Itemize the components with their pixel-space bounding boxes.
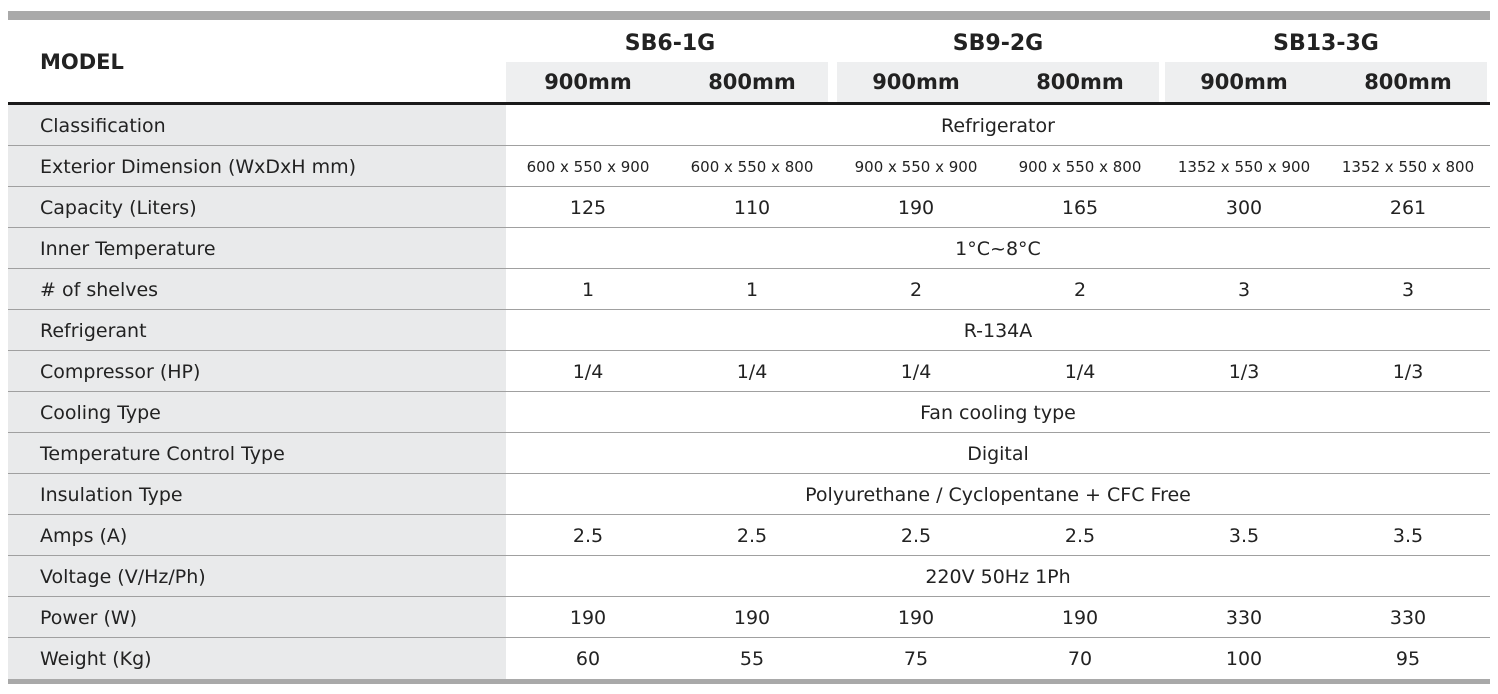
cell: 3.5 bbox=[1392, 524, 1424, 547]
row-rule bbox=[8, 186, 1490, 187]
merged-cell: 1°C~8°C bbox=[955, 237, 1041, 260]
row-label: Temperature Control Type bbox=[40, 442, 285, 465]
merged-cell: Fan cooling type bbox=[920, 401, 1076, 424]
cell: 1/3 bbox=[1228, 360, 1260, 383]
size-label: 800mm bbox=[1364, 70, 1452, 94]
row-rule bbox=[8, 268, 1490, 269]
cell: 3 bbox=[1401, 278, 1415, 301]
size-label: 800mm bbox=[1036, 70, 1124, 94]
cell: 1/3 bbox=[1392, 360, 1424, 383]
model-name: SB13-3G bbox=[1273, 30, 1379, 56]
row-label: Inner Temperature bbox=[40, 237, 216, 260]
cell: 300 bbox=[1225, 196, 1263, 219]
row-rule bbox=[8, 350, 1490, 351]
size-label: 900mm bbox=[872, 70, 960, 94]
cell: 600 x 550 x 900 bbox=[526, 157, 650, 176]
size-bg bbox=[1165, 62, 1487, 102]
cell: 190 bbox=[733, 606, 771, 629]
row-label: # of shelves bbox=[40, 278, 159, 301]
row-rule bbox=[8, 473, 1490, 474]
cell: 1/4 bbox=[900, 360, 932, 383]
merged-cell: Refrigerator bbox=[941, 114, 1055, 137]
model-name: SB6-1G bbox=[624, 30, 716, 56]
cell: 1/4 bbox=[572, 360, 604, 383]
cell: 1/4 bbox=[736, 360, 768, 383]
cell: 2.5 bbox=[900, 524, 932, 547]
cell: 190 bbox=[897, 606, 935, 629]
cell: 70 bbox=[1067, 647, 1093, 670]
row-rule bbox=[8, 596, 1490, 597]
cell: 165 bbox=[1061, 196, 1099, 219]
cell: 2.5 bbox=[736, 524, 768, 547]
cell: 1/4 bbox=[1064, 360, 1096, 383]
row-label: Classification bbox=[40, 114, 166, 137]
size-label: 800mm bbox=[708, 70, 796, 94]
row-label: Amps (A) bbox=[40, 524, 128, 547]
row-label: Compressor (HP) bbox=[40, 360, 201, 383]
label-column-bg bbox=[8, 105, 506, 679]
row-rule bbox=[8, 227, 1490, 228]
size-bg bbox=[506, 62, 828, 102]
cell: 900 x 550 x 800 bbox=[1018, 157, 1142, 176]
cell: 2 bbox=[909, 278, 923, 301]
cell: 1 bbox=[581, 278, 595, 301]
row-label: Voltage (V/Hz/Ph) bbox=[40, 565, 206, 588]
row-rule bbox=[8, 145, 1490, 146]
size-label: 900mm bbox=[544, 70, 632, 94]
row-label: Capacity (Liters) bbox=[40, 196, 197, 219]
model-label: MODEL bbox=[40, 50, 124, 74]
row-rule bbox=[8, 309, 1490, 310]
bottom-bar bbox=[8, 679, 1490, 684]
size-label: 900mm bbox=[1200, 70, 1288, 94]
top-bar bbox=[8, 11, 1490, 20]
cell: 125 bbox=[569, 196, 607, 219]
cell: 1352 x 550 x 800 bbox=[1341, 157, 1475, 176]
merged-cell: Polyurethane / Cyclopentane + CFC Free bbox=[805, 483, 1191, 506]
cell: 3.5 bbox=[1228, 524, 1260, 547]
cell: 75 bbox=[903, 647, 929, 670]
cell: 60 bbox=[575, 647, 601, 670]
row-label: Refrigerant bbox=[40, 319, 147, 342]
cell: 1352 x 550 x 900 bbox=[1177, 157, 1311, 176]
cell: 330 bbox=[1389, 606, 1427, 629]
cell: 190 bbox=[897, 196, 935, 219]
row-label: Cooling Type bbox=[40, 401, 161, 424]
cell: 2.5 bbox=[572, 524, 604, 547]
size-bg bbox=[837, 62, 1159, 102]
cell: 261 bbox=[1389, 196, 1427, 219]
row-label: Weight (Kg) bbox=[40, 647, 152, 670]
row-rule bbox=[8, 637, 1490, 638]
row-rule bbox=[8, 555, 1490, 556]
cell: 2.5 bbox=[1064, 524, 1096, 547]
row-label: Exterior Dimension (WxDxH mm) bbox=[40, 155, 357, 178]
cell: 95 bbox=[1395, 647, 1421, 670]
cell: 3 bbox=[1237, 278, 1251, 301]
merged-cell: Digital bbox=[967, 442, 1029, 465]
row-rule bbox=[8, 514, 1490, 515]
merged-cell: 220V 50Hz 1Ph bbox=[925, 565, 1071, 588]
cell: 190 bbox=[569, 606, 607, 629]
row-rule bbox=[8, 391, 1490, 392]
header-rule bbox=[8, 102, 1490, 105]
row-label: Insulation Type bbox=[40, 483, 183, 506]
cell: 1 bbox=[745, 278, 759, 301]
cell: 110 bbox=[733, 196, 771, 219]
cell: 190 bbox=[1061, 606, 1099, 629]
cell: 600 x 550 x 800 bbox=[690, 157, 814, 176]
cell: 900 x 550 x 900 bbox=[854, 157, 978, 176]
cell: 55 bbox=[739, 647, 765, 670]
row-rule bbox=[8, 432, 1490, 433]
cell: 100 bbox=[1225, 647, 1263, 670]
cell: 330 bbox=[1225, 606, 1263, 629]
merged-cell: R-134A bbox=[963, 319, 1033, 342]
cell: 2 bbox=[1073, 278, 1087, 301]
row-label: Power (W) bbox=[40, 606, 138, 629]
model-name: SB9-2G bbox=[952, 30, 1044, 56]
